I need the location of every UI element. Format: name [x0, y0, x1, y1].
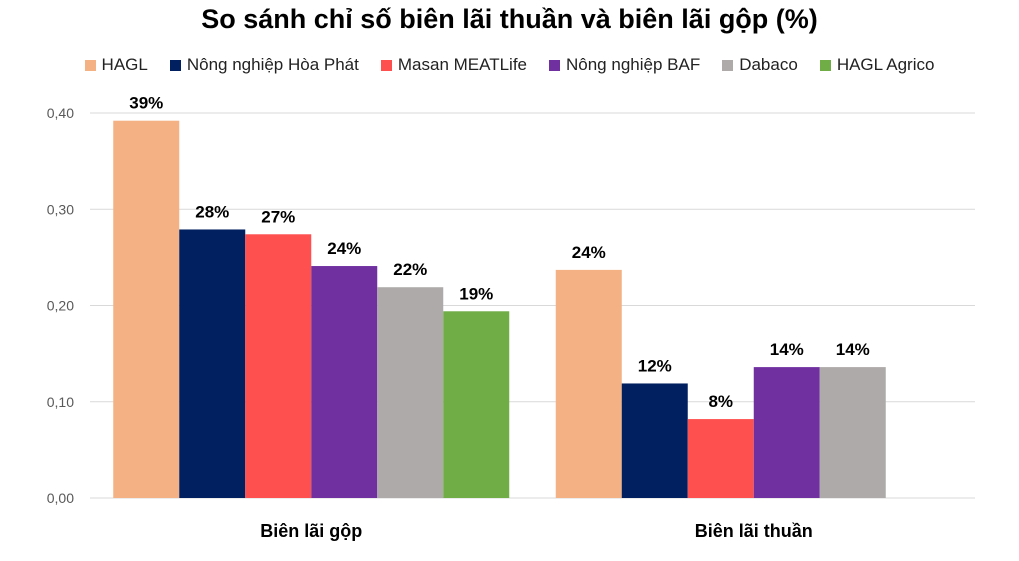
y-tick-label: 0,10: [47, 394, 74, 410]
data-label: 14%: [770, 340, 804, 359]
bar: [179, 229, 246, 498]
y-tick-label: 0,40: [47, 105, 74, 121]
legend-swatch: [819, 59, 831, 71]
legend-swatch: [84, 59, 96, 71]
data-label: 24%: [327, 239, 361, 258]
data-label: 8%: [708, 392, 733, 411]
legend-swatch: [169, 59, 181, 71]
data-label: 19%: [459, 284, 493, 303]
bar: [555, 269, 622, 498]
data-label: 27%: [261, 207, 295, 226]
data-label: 24%: [572, 243, 606, 262]
bar: [819, 367, 886, 498]
legend-label: Dabaco: [739, 55, 798, 74]
data-label: 14%: [836, 340, 870, 359]
legend-label: HAGL Agrico: [836, 55, 935, 74]
chart-title: So sánh chỉ số biên lãi thuần và biên lã…: [201, 4, 818, 34]
bar: [687, 419, 754, 498]
legend-item: Dabaco: [722, 55, 798, 75]
legend-label: HAGL: [101, 55, 148, 74]
bar: [621, 383, 688, 498]
bar: [245, 234, 312, 498]
data-label: 12%: [638, 356, 672, 375]
legend-label: Nông nghiệp BAF: [566, 55, 701, 74]
legend: HAGL Nông nghiệp Hòa Phát Masan MEATLife Nô…: [0, 55, 1019, 75]
bar: [113, 120, 180, 498]
bar: [753, 367, 820, 498]
legend-item: HAGL: [84, 55, 148, 75]
bar: [311, 266, 378, 498]
legend-label: Masan MEATLife: [397, 55, 527, 74]
data-label: 39%: [129, 94, 163, 113]
legend-item: Masan MEATLife: [380, 55, 527, 75]
legend-item: Nông nghiệp BAF: [549, 55, 700, 75]
y-tick-label: 0,20: [47, 298, 74, 314]
data-label: 28%: [195, 202, 229, 221]
legend-item: Nông nghiệp Hòa Phát: [169, 55, 359, 75]
legend-item: HAGL Agrico: [819, 55, 935, 75]
bar: [377, 287, 444, 498]
data-label: 22%: [393, 260, 427, 279]
legend-swatch: [722, 59, 734, 71]
x-category-label: Biên lãi thuần: [695, 521, 813, 541]
x-category-label: Biên lãi gộp: [260, 521, 362, 541]
legend-label: Nông nghiệp Hòa Phát: [186, 55, 359, 74]
legend-swatch: [549, 59, 560, 71]
y-tick-label: 0,30: [47, 201, 74, 217]
legend-swatch: [380, 59, 392, 71]
y-tick-label: 0,00: [47, 490, 74, 506]
bar: [443, 311, 510, 498]
